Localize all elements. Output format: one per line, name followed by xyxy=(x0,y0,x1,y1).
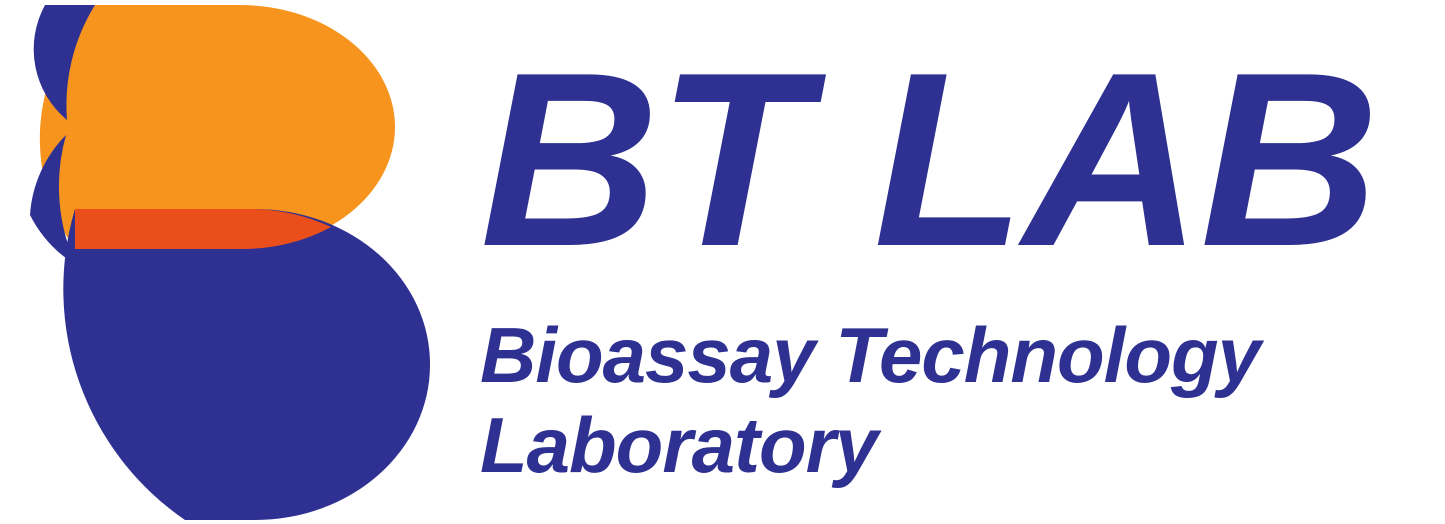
tagline-line-2: Laboratory xyxy=(480,401,877,489)
logo-mark xyxy=(30,5,430,520)
lower-lobe-shape xyxy=(63,209,430,520)
brand-tagline: Bioassay Technology Laboratory xyxy=(480,311,1377,490)
logo-container: BT LAB Bioassay Technology Laboratory xyxy=(0,0,1445,524)
brand-title: BT LAB xyxy=(480,35,1377,283)
logo-text-block: BT LAB Bioassay Technology Laboratory xyxy=(480,35,1377,490)
tagline-line-1: Bioassay Technology xyxy=(480,311,1260,399)
